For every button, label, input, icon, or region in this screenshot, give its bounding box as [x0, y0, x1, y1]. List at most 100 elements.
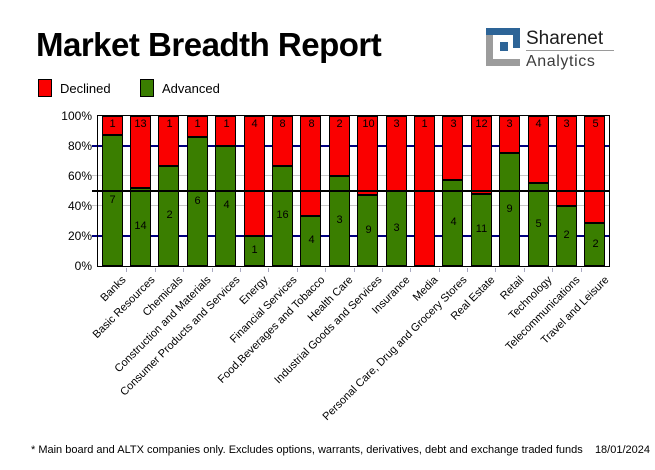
category-boundary-tick: [183, 268, 184, 272]
y-axis-label-60: 60%: [67, 169, 92, 183]
y-axis-label-40: 40%: [67, 199, 92, 213]
declined-segment: [528, 116, 549, 183]
advanced-segment: [499, 153, 520, 266]
declined-segment: [584, 116, 605, 223]
category-boundary-tick: [581, 268, 582, 272]
advanced-count-label: 9: [506, 203, 513, 215]
footnote: * Main board and ALTX companies only. Ex…: [31, 444, 583, 456]
declined-segment: [215, 116, 236, 146]
advanced-count-label: 3: [393, 222, 400, 234]
declined-segment: [272, 116, 293, 166]
declined-segment: [442, 116, 463, 180]
category-boundary-tick: [297, 268, 298, 272]
gridline-40: [98, 205, 609, 206]
declined-count-label: 4: [535, 118, 542, 130]
advanced-segment: [584, 223, 605, 266]
advanced-segment: [244, 236, 265, 266]
advanced-count-label: 14: [134, 220, 147, 232]
y-axis-tick-60: [92, 175, 97, 176]
logo-divider: [526, 50, 614, 51]
advanced-segment: [357, 195, 378, 266]
legend-label-declined: Declined: [60, 81, 111, 96]
category-boundary-tick: [410, 268, 411, 272]
category-boundary-tick: [495, 268, 496, 272]
category-boundary-tick: [212, 268, 213, 272]
category-boundary-tick: [524, 268, 525, 272]
declined-segment: [357, 116, 378, 195]
advanced-segment: [556, 206, 577, 266]
declined-count-label: 5: [592, 118, 599, 130]
advanced-segment: [215, 146, 236, 266]
category-boundary-tick: [325, 268, 326, 272]
declined-count-label: 3: [563, 118, 570, 130]
category-boundary-tick: [439, 268, 440, 272]
y-axis-label-20: 20%: [67, 229, 92, 243]
declined-count-label: 12: [475, 118, 488, 130]
advanced-count-label: 4: [223, 199, 230, 211]
sharenet-logo-icon: [486, 28, 520, 66]
declined-segment: [130, 116, 151, 188]
y-axis-label-0: 0%: [74, 259, 92, 273]
declined-segment: [187, 116, 208, 137]
declined-count-label: 1: [223, 118, 230, 130]
plot-area: 1 7 13 14 1 2 1 6 1 4 4 1 8 16 8 4 2 3 10 9 3 3 1 3 4 12 11 3 9 4 5 3 2 5…: [92, 115, 610, 267]
advanced-count-label: 3: [336, 214, 343, 226]
category-boundary-tick: [126, 268, 127, 272]
advanced-count-label: 16: [276, 209, 289, 221]
category-boundary-tick: [552, 268, 553, 272]
advanced-segment: [300, 216, 321, 266]
advanced-count-label: 2: [563, 229, 570, 241]
declined-count-label: 3: [393, 118, 400, 130]
advanced-count-label: 7: [109, 194, 116, 206]
declined-count-label: 8: [308, 118, 315, 130]
declined-count-label: 1: [421, 118, 428, 130]
advanced-count-label: 5: [535, 218, 542, 230]
advanced-segment: [528, 183, 549, 266]
advanced-segment: [102, 135, 123, 266]
logo-brand-text: Sharenet: [526, 28, 604, 49]
category-boundary-tick: [155, 268, 156, 272]
declined-segment: [556, 116, 577, 206]
declined-segment: [158, 116, 179, 166]
declined-count-label: 3: [506, 118, 513, 130]
sharenet-logo: Sharenet Analytics: [486, 28, 614, 71]
declined-count-label: 3: [450, 118, 457, 130]
y-axis-label-80: 80%: [67, 139, 92, 153]
legend-swatch-advanced: [140, 79, 154, 97]
y-axis-tick-40: [92, 205, 97, 206]
advanced-count-label: 9: [365, 224, 372, 236]
declined-count-label: 1: [166, 118, 173, 130]
advanced-count-label: 4: [308, 234, 315, 246]
declined-segment: [244, 116, 265, 236]
advanced-segment: [130, 188, 151, 266]
y-axis-label-100: 100%: [61, 109, 92, 123]
gridline-80: [98, 145, 609, 147]
advanced-segment: [329, 176, 350, 266]
category-boundary-tick: [268, 268, 269, 272]
advanced-count-label: 11: [475, 223, 488, 235]
gridline-20: [98, 235, 609, 237]
advanced-count-label: 2: [592, 238, 599, 250]
declined-segment: [329, 116, 350, 176]
y-axis-tick-20: [92, 235, 97, 237]
advanced-segment: [442, 180, 463, 266]
declined-count-label: 4: [251, 118, 258, 130]
reference-line-50pct: [92, 190, 609, 192]
declined-segment: [102, 116, 123, 135]
advanced-count-label: 4: [450, 216, 457, 228]
declined-count-label: 2: [336, 118, 343, 130]
declined-segment: [499, 116, 520, 153]
report-date: 18/01/2024: [594, 444, 650, 456]
legend-swatch-declined: [38, 79, 52, 97]
declined-segment: [300, 116, 321, 216]
advanced-count-label: 2: [166, 209, 173, 221]
advanced-count-label: 1: [251, 244, 258, 256]
page-title: Market Breadth Report: [36, 26, 382, 63]
declined-segment: [471, 116, 492, 194]
category-boundary-tick: [467, 268, 468, 272]
logo-text: Sharenet Analytics: [526, 28, 614, 71]
legend-label-advanced: Advanced: [162, 81, 220, 96]
advanced-count-label: 6: [194, 195, 201, 207]
